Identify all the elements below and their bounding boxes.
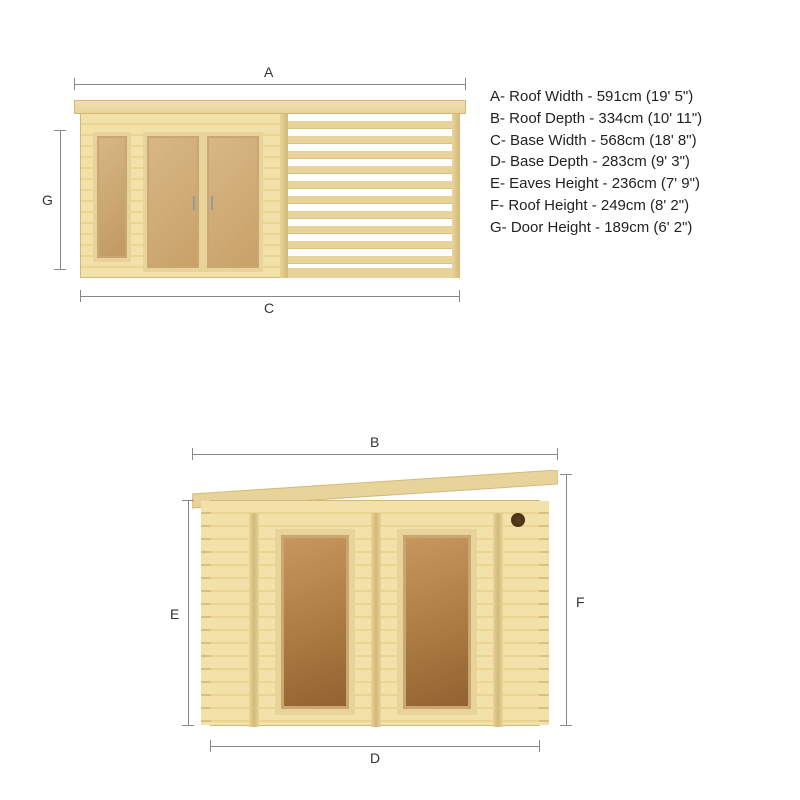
dim-text: G- Door Height - 189cm (6' 2") <box>490 219 692 236</box>
dim-line-g <box>60 130 61 270</box>
front-double-doors <box>143 132 263 272</box>
front-door-left <box>143 132 203 272</box>
side-elevation <box>210 470 540 730</box>
dim-row-e: E- Eaves Height - 236cm (7' 9") <box>490 173 702 195</box>
dim-line-b <box>192 454 558 455</box>
dim-line-f <box>566 474 567 726</box>
dimensions-list: A- Roof Width - 591cm (19' 5") B- Roof D… <box>490 86 702 238</box>
gazebo-post <box>280 114 288 278</box>
dim-row-f: F- Roof Height - 249cm (8' 2") <box>490 195 702 217</box>
side-frame-post <box>371 513 381 727</box>
dim-label-f: F <box>576 594 585 610</box>
side-door-right <box>397 529 477 715</box>
dim-line-d <box>210 746 540 747</box>
front-door-right <box>203 132 263 272</box>
dim-label-g: G <box>42 192 53 208</box>
dim-label-d: D <box>370 750 380 766</box>
diagram-container: A C G B D E F A- Roof Width - 591cm (19' <box>0 0 800 800</box>
dim-text: D- Base Depth - 283cm (9' 3") <box>490 153 690 170</box>
dim-text: B- Roof Depth - 334cm (10' 11") <box>490 110 702 127</box>
dim-line-a <box>74 84 466 85</box>
dim-text: E- Eaves Height - 236cm (7' 9") <box>490 175 700 192</box>
dim-label-a: A <box>264 64 273 80</box>
side-frame-post <box>249 513 259 727</box>
dim-line-e <box>188 500 189 726</box>
side-frame-post <box>493 513 503 727</box>
dim-text: C- Base Width - 568cm (18' 8") <box>490 132 697 149</box>
dim-line-c <box>80 296 460 297</box>
dim-label-e: E <box>170 606 179 622</box>
dim-text: A- Roof Width - 591cm (19' 5") <box>490 88 693 105</box>
front-slatted-gazebo <box>280 114 460 278</box>
dim-label-c: C <box>264 300 274 316</box>
front-cabin-body <box>80 114 280 278</box>
dim-label-b: B <box>370 434 379 450</box>
dim-text: F- Roof Height - 249cm (8' 2") <box>490 197 689 214</box>
dim-row-g: G- Door Height - 189cm (6' 2") <box>490 217 702 239</box>
gazebo-post <box>452 114 460 278</box>
side-door-left <box>275 529 355 715</box>
vent-icon <box>511 513 525 527</box>
dim-row-d: D- Base Depth - 283cm (9' 3") <box>490 151 702 173</box>
front-side-window <box>93 132 131 262</box>
dim-row-a: A- Roof Width - 591cm (19' 5") <box>490 86 702 108</box>
dim-row-c: C- Base Width - 568cm (18' 8") <box>490 130 702 152</box>
dim-row-b: B- Roof Depth - 334cm (10' 11") <box>490 108 702 130</box>
front-elevation <box>80 100 460 280</box>
front-roof <box>74 100 466 114</box>
side-body <box>210 500 540 726</box>
